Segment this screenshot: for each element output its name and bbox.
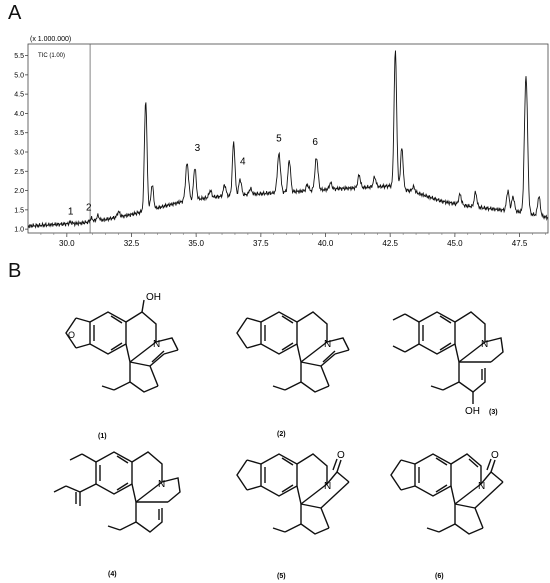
molecule-1: O OH N (1)	[65, 292, 179, 440]
x-tick-label: 35.0	[188, 239, 204, 248]
molecule-5: N O (5)	[236, 450, 350, 580]
nitrogen-label: N	[324, 481, 331, 492]
molecule-2: N (2)	[236, 311, 350, 438]
chart-axes: 1.01.52.02.53.03.54.04.55.05.530.0 32.5 35…	[14, 43, 549, 248]
legend-label: TIC (1.00)	[38, 53, 65, 59]
y-tick-label: 4.0	[14, 111, 24, 118]
x-tick-label: 37.5	[253, 239, 269, 248]
x-tick-label: 30.0	[59, 239, 75, 248]
nitrogen-label: N	[478, 481, 485, 492]
y-tick-label: 5.5	[14, 53, 24, 60]
y-tick-label: 2.0	[14, 188, 24, 195]
peak-annotations: 1 2 3 4 5 6	[68, 133, 318, 217]
compound-label-5: (5)	[277, 573, 286, 580]
compound-label-4: (4)	[108, 571, 117, 578]
y-tick-label: 2.5	[14, 169, 24, 176]
carbonyl-o-label: O	[491, 450, 499, 461]
molecule-3: N OH (3)	[392, 311, 504, 417]
y-tick-label: 3.0	[14, 150, 24, 157]
x-tick-label: 40.0	[318, 239, 334, 248]
peak-annotation: 1	[68, 207, 74, 218]
x-tick-label: 42.5	[382, 239, 398, 248]
tic-trace	[27, 50, 549, 229]
panel-label-b: B	[8, 260, 22, 282]
peak-annotation: 2	[86, 203, 92, 214]
compound-label-1: (1)	[98, 433, 107, 440]
carbonyl-o-label: O	[337, 450, 345, 461]
y-tick-label: 1.5	[14, 207, 24, 214]
peak-annotation: 3	[195, 143, 201, 154]
y-tick-label: 3.5	[14, 130, 24, 137]
x-tick-label: 32.5	[124, 239, 140, 248]
peak-annotation: 6	[312, 137, 318, 148]
peak-annotation: 5	[276, 133, 282, 144]
tic-chromatogram: 1.01.52.02.53.03.54.04.55.05.530.0 32.5 35…	[14, 36, 549, 248]
hydroxyl-label: OH	[146, 292, 161, 303]
nitrogen-label: N	[481, 339, 488, 350]
compound-label-3: (3)	[489, 409, 498, 416]
molecule-4: N (4)	[53, 451, 181, 578]
hydroxyl-label: OH	[465, 406, 480, 417]
plot-frame	[27, 43, 549, 234]
dioxole-o-top: O	[68, 330, 75, 340]
y-tick-label: 1.0	[14, 227, 24, 234]
multiplier-label: (x 1.000.000)	[30, 36, 71, 43]
peak-annotation: 4	[240, 156, 246, 167]
y-tick-label: 4.5	[14, 92, 24, 99]
panel-label-a: A	[8, 2, 22, 24]
nitrogen-label: N	[153, 339, 160, 350]
compound-label-6: (6)	[435, 573, 444, 580]
nitrogen-label: N	[158, 479, 165, 490]
x-tick-label: 45.0	[447, 239, 463, 248]
compound-label-2: (2)	[277, 431, 286, 438]
nitrogen-label: N	[324, 339, 331, 350]
x-tick-label: 47.5	[512, 239, 528, 248]
y-tick-label: 5.0	[14, 72, 24, 79]
molecule-6: N O (6)	[390, 450, 504, 580]
